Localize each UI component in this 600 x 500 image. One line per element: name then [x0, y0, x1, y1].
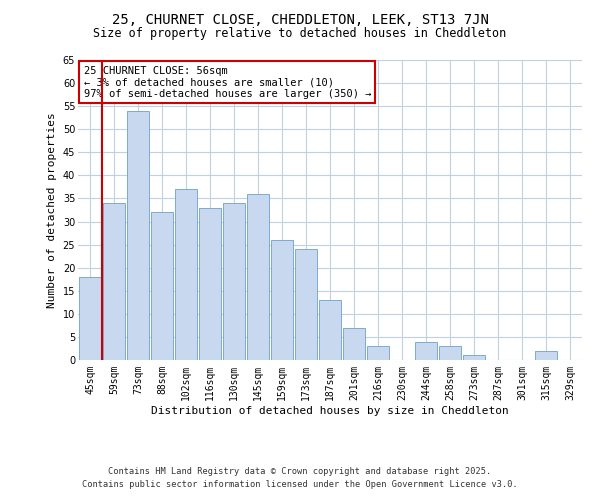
Text: Contains HM Land Registry data © Crown copyright and database right 2025.
Contai: Contains HM Land Registry data © Crown c…: [82, 468, 518, 489]
Bar: [295, 249, 317, 360]
Bar: [199, 208, 221, 360]
Bar: [343, 328, 365, 360]
Bar: [415, 342, 437, 360]
Text: 25, CHURNET CLOSE, CHEDDLETON, LEEK, ST13 7JN: 25, CHURNET CLOSE, CHEDDLETON, LEEK, ST1…: [112, 12, 488, 26]
Bar: [175, 189, 197, 360]
Bar: [271, 240, 293, 360]
Bar: [439, 346, 461, 360]
Bar: [127, 111, 149, 360]
Y-axis label: Number of detached properties: Number of detached properties: [47, 112, 57, 308]
X-axis label: Distribution of detached houses by size in Cheddleton: Distribution of detached houses by size …: [151, 406, 509, 415]
Bar: [79, 277, 101, 360]
Bar: [367, 346, 389, 360]
Bar: [463, 356, 485, 360]
Text: Size of property relative to detached houses in Cheddleton: Size of property relative to detached ho…: [94, 28, 506, 40]
Bar: [151, 212, 173, 360]
Bar: [103, 203, 125, 360]
Text: 25 CHURNET CLOSE: 56sqm
← 3% of detached houses are smaller (10)
97% of semi-det: 25 CHURNET CLOSE: 56sqm ← 3% of detached…: [83, 66, 371, 99]
Bar: [223, 203, 245, 360]
Bar: [319, 300, 341, 360]
Bar: [247, 194, 269, 360]
Bar: [535, 351, 557, 360]
